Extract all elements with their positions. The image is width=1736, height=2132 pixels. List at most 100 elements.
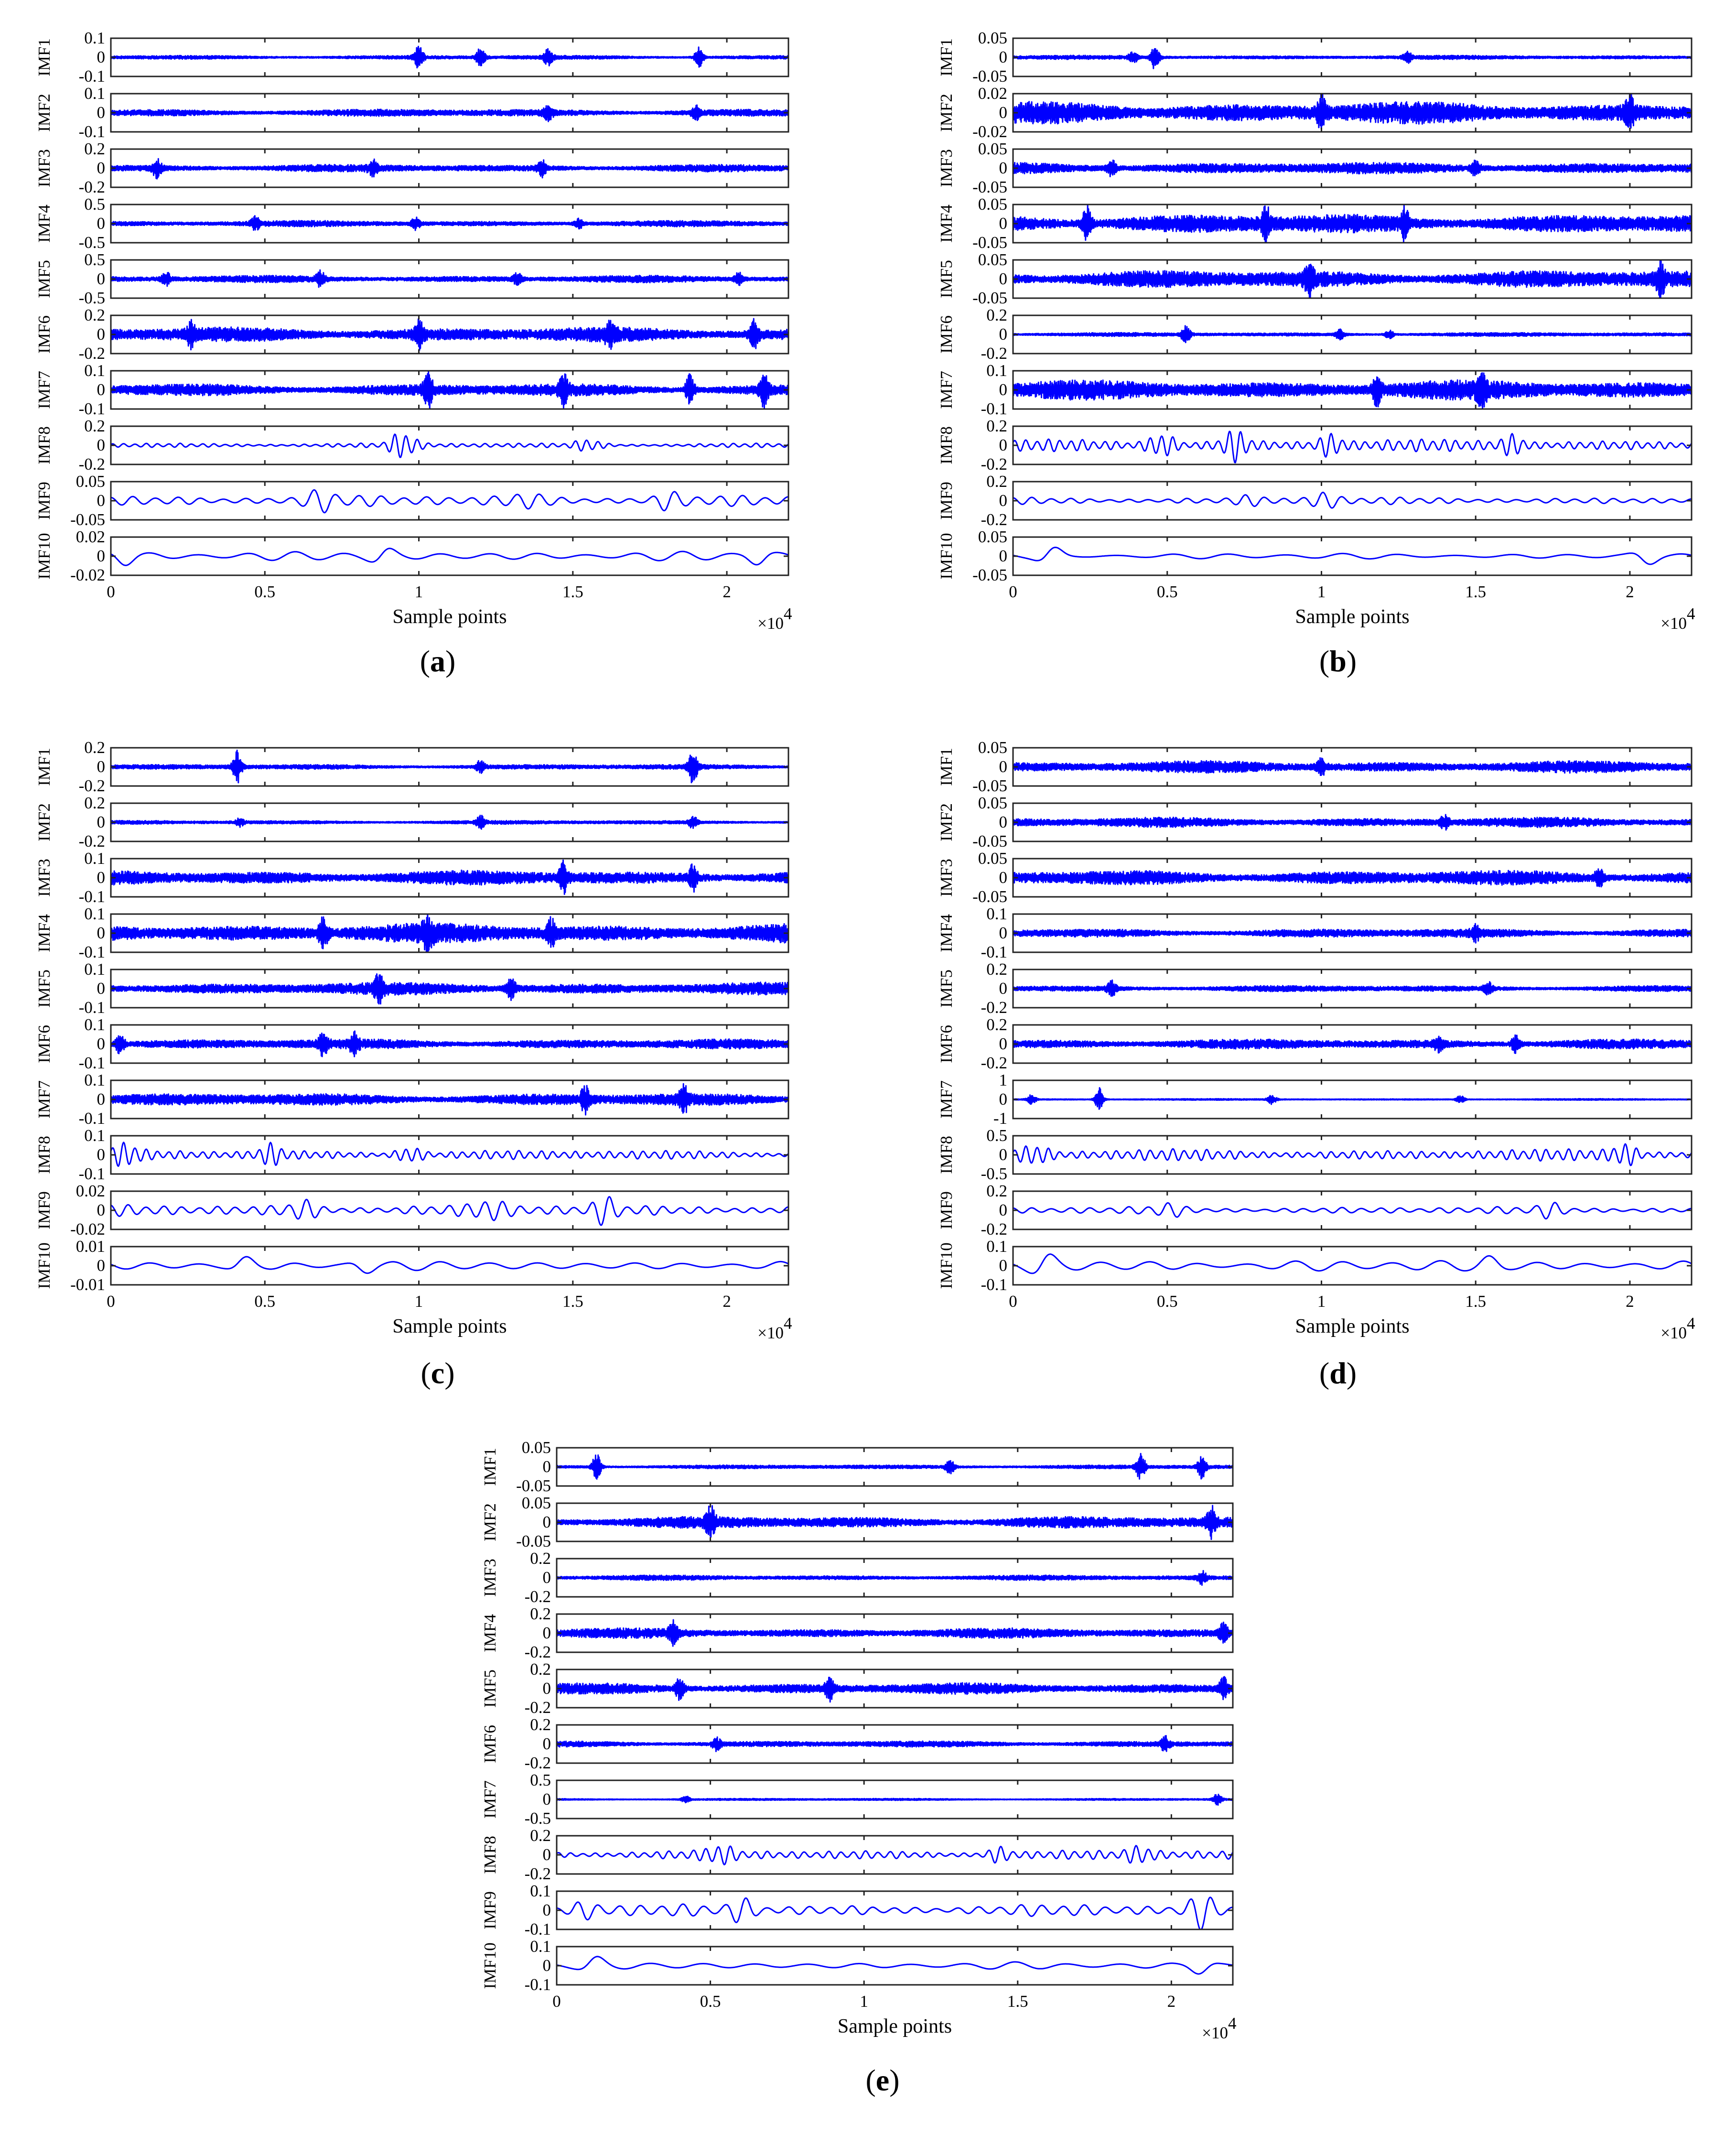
y-tick-label: 0 <box>999 214 1008 233</box>
signal-trace-imf3 <box>1012 868 1693 888</box>
y-tick-label: 0 <box>97 1256 106 1275</box>
signal-trace-imf8 <box>556 1845 1234 1865</box>
imf-label-imf9: IMF9 <box>481 1891 499 1929</box>
x-multiplier-exponent: 4 <box>1687 604 1695 623</box>
y-tick-label: 0.2 <box>986 472 1007 491</box>
subplot-frame <box>1012 425 1693 465</box>
signal-trace-imf3 <box>556 1570 1234 1586</box>
x-axis-label: Sample points <box>392 1315 507 1337</box>
x-tick-label: 2 <box>1167 1992 1176 2011</box>
panel-e: 0.050-0.05IMF10.050-0.05IMF20.20-0.2IMF3… <box>481 1438 1237 2097</box>
y-tick-label: -0.2 <box>525 1643 551 1661</box>
signal-trace-imf1 <box>1012 757 1693 776</box>
y-tick-label: -0.2 <box>79 344 105 363</box>
signal-trace-imf5 <box>1012 259 1693 299</box>
y-tick-label: -0.05 <box>972 67 1007 86</box>
y-tick-label: -0.1 <box>981 943 1007 961</box>
y-tick-label: -0.02 <box>972 122 1007 141</box>
y-tick-label: 0.1 <box>84 1015 105 1034</box>
y-tick-label: 0.05 <box>522 1438 551 1457</box>
x-tick-label: 0.5 <box>254 1292 275 1311</box>
imf-label-imf10: IMF10 <box>937 533 956 579</box>
y-tick-label: 0 <box>543 1790 551 1809</box>
y-tick-label: -0.1 <box>79 67 105 86</box>
panel-caption: (d) <box>1319 1356 1357 1390</box>
subplot-imf6: 0.10-0.1 IMF6 <box>35 1015 789 1072</box>
signal-trace-imf9 <box>1013 1202 1692 1220</box>
y-tick-label: -0.5 <box>981 1164 1007 1183</box>
y-tick-label: -0.2 <box>525 1864 551 1883</box>
y-tick-label: 0.1 <box>84 29 105 47</box>
panel-caption: (b) <box>1319 644 1357 678</box>
y-tick-label: 0.5 <box>530 1771 551 1789</box>
x-tick-label: 0 <box>1009 582 1017 601</box>
subplot-imf7: 0.10-0.1 IMF7 <box>937 361 1693 418</box>
y-tick-label: 0.2 <box>530 1826 551 1845</box>
y-tick-label: 0.05 <box>978 528 1007 546</box>
imf-label-imf10: IMF10 <box>35 533 54 579</box>
imf-label-imf2: IMF2 <box>481 1503 499 1541</box>
x-tick-label: 1 <box>860 1992 868 2011</box>
subplot-frame <box>110 481 789 521</box>
signal-trace-imf9 <box>110 1196 789 1226</box>
subplot-imf5: 0.050-0.05 IMF5 <box>937 250 1693 307</box>
y-tick-label: 0 <box>999 547 1008 565</box>
y-tick-label: 0.5 <box>84 195 105 214</box>
y-tick-label: -0.01 <box>70 1275 105 1294</box>
y-tick-label: 0.05 <box>978 738 1007 757</box>
y-tick-label: -0.1 <box>981 399 1007 418</box>
imf-label-imf6: IMF6 <box>35 315 54 354</box>
signal-trace-imf10 <box>110 548 789 566</box>
y-tick-label: -0.2 <box>525 1698 551 1717</box>
x-tick-label: 1.5 <box>1465 1292 1486 1311</box>
y-tick-label: 0.1 <box>530 1937 551 1956</box>
imf-label-imf1: IMF1 <box>35 38 54 76</box>
signal-trace-imf6 <box>110 318 789 351</box>
y-tick-label: 0 <box>97 159 106 177</box>
x-tick-label: 0.5 <box>1157 582 1178 601</box>
imf-label-imf9: IMF9 <box>35 482 54 520</box>
y-tick-label: 0.2 <box>986 960 1007 979</box>
y-tick-label: 0.05 <box>978 849 1007 868</box>
subplot-imf9: 0.050-0.05 IMF9 <box>35 472 789 529</box>
x-tick-label: 2 <box>722 582 731 601</box>
y-tick-label: 0.05 <box>978 794 1007 812</box>
y-tick-label: 0 <box>543 1845 551 1864</box>
y-tick-label: 0.2 <box>84 140 105 158</box>
y-tick-label: 0 <box>97 325 106 344</box>
subplot-imf5: 0.20-0.2 IMF5 <box>481 1660 1234 1717</box>
panel-d: 0.050-0.05IMF10.050-0.05IMF20.050-0.05IM… <box>937 738 1695 1390</box>
y-tick-label: 0.02 <box>76 528 105 546</box>
signal-trace-imf1 <box>110 45 789 69</box>
y-tick-label: 0.2 <box>530 1660 551 1679</box>
panel-caption: (c) <box>421 1356 454 1390</box>
imf-label-imf8: IMF8 <box>481 1836 499 1874</box>
subplot-imf5: 0.20-0.2 IMF5 <box>937 960 1693 1017</box>
y-tick-label: -0.5 <box>79 233 105 252</box>
y-tick-label: -0.1 <box>79 399 105 418</box>
signal-trace-imf9 <box>556 1896 1233 1930</box>
subplot-imf10: 0.10-0.1 IMF10 <box>481 1937 1234 1994</box>
y-tick-label: -0.2 <box>981 455 1007 474</box>
y-tick-label: -0.2 <box>981 344 1007 363</box>
x-multiplier: ×10 <box>757 1324 784 1342</box>
y-tick-label: 0 <box>999 269 1008 288</box>
imf-label-imf6: IMF6 <box>937 315 956 354</box>
y-tick-label: 0.5 <box>986 1126 1007 1145</box>
x-multiplier-exponent: 4 <box>1228 2014 1237 2033</box>
y-tick-label: 0 <box>999 159 1008 177</box>
imf-label-imf8: IMF8 <box>937 426 956 464</box>
x-tick-label: 0.5 <box>254 582 275 601</box>
panel-caption: (a) <box>420 644 456 678</box>
subplot-imf5: 0.10-0.1 IMF5 <box>35 960 789 1017</box>
subplot-imf5: 0.50-0.5 IMF5 <box>35 250 789 307</box>
subplot-imf7: 0.10-0.1 IMF7 <box>35 361 789 418</box>
signal-trace-imf7 <box>1012 1087 1693 1110</box>
x-axis-label: Sample points <box>838 2015 952 2037</box>
subplot-frame <box>110 1135 789 1175</box>
y-tick-label: 0.5 <box>84 250 105 269</box>
y-tick-label: 0 <box>999 979 1008 998</box>
y-tick-label: 0 <box>999 48 1008 66</box>
imf-label-imf4: IMF4 <box>481 1614 499 1652</box>
y-tick-label: 0.1 <box>986 361 1007 380</box>
